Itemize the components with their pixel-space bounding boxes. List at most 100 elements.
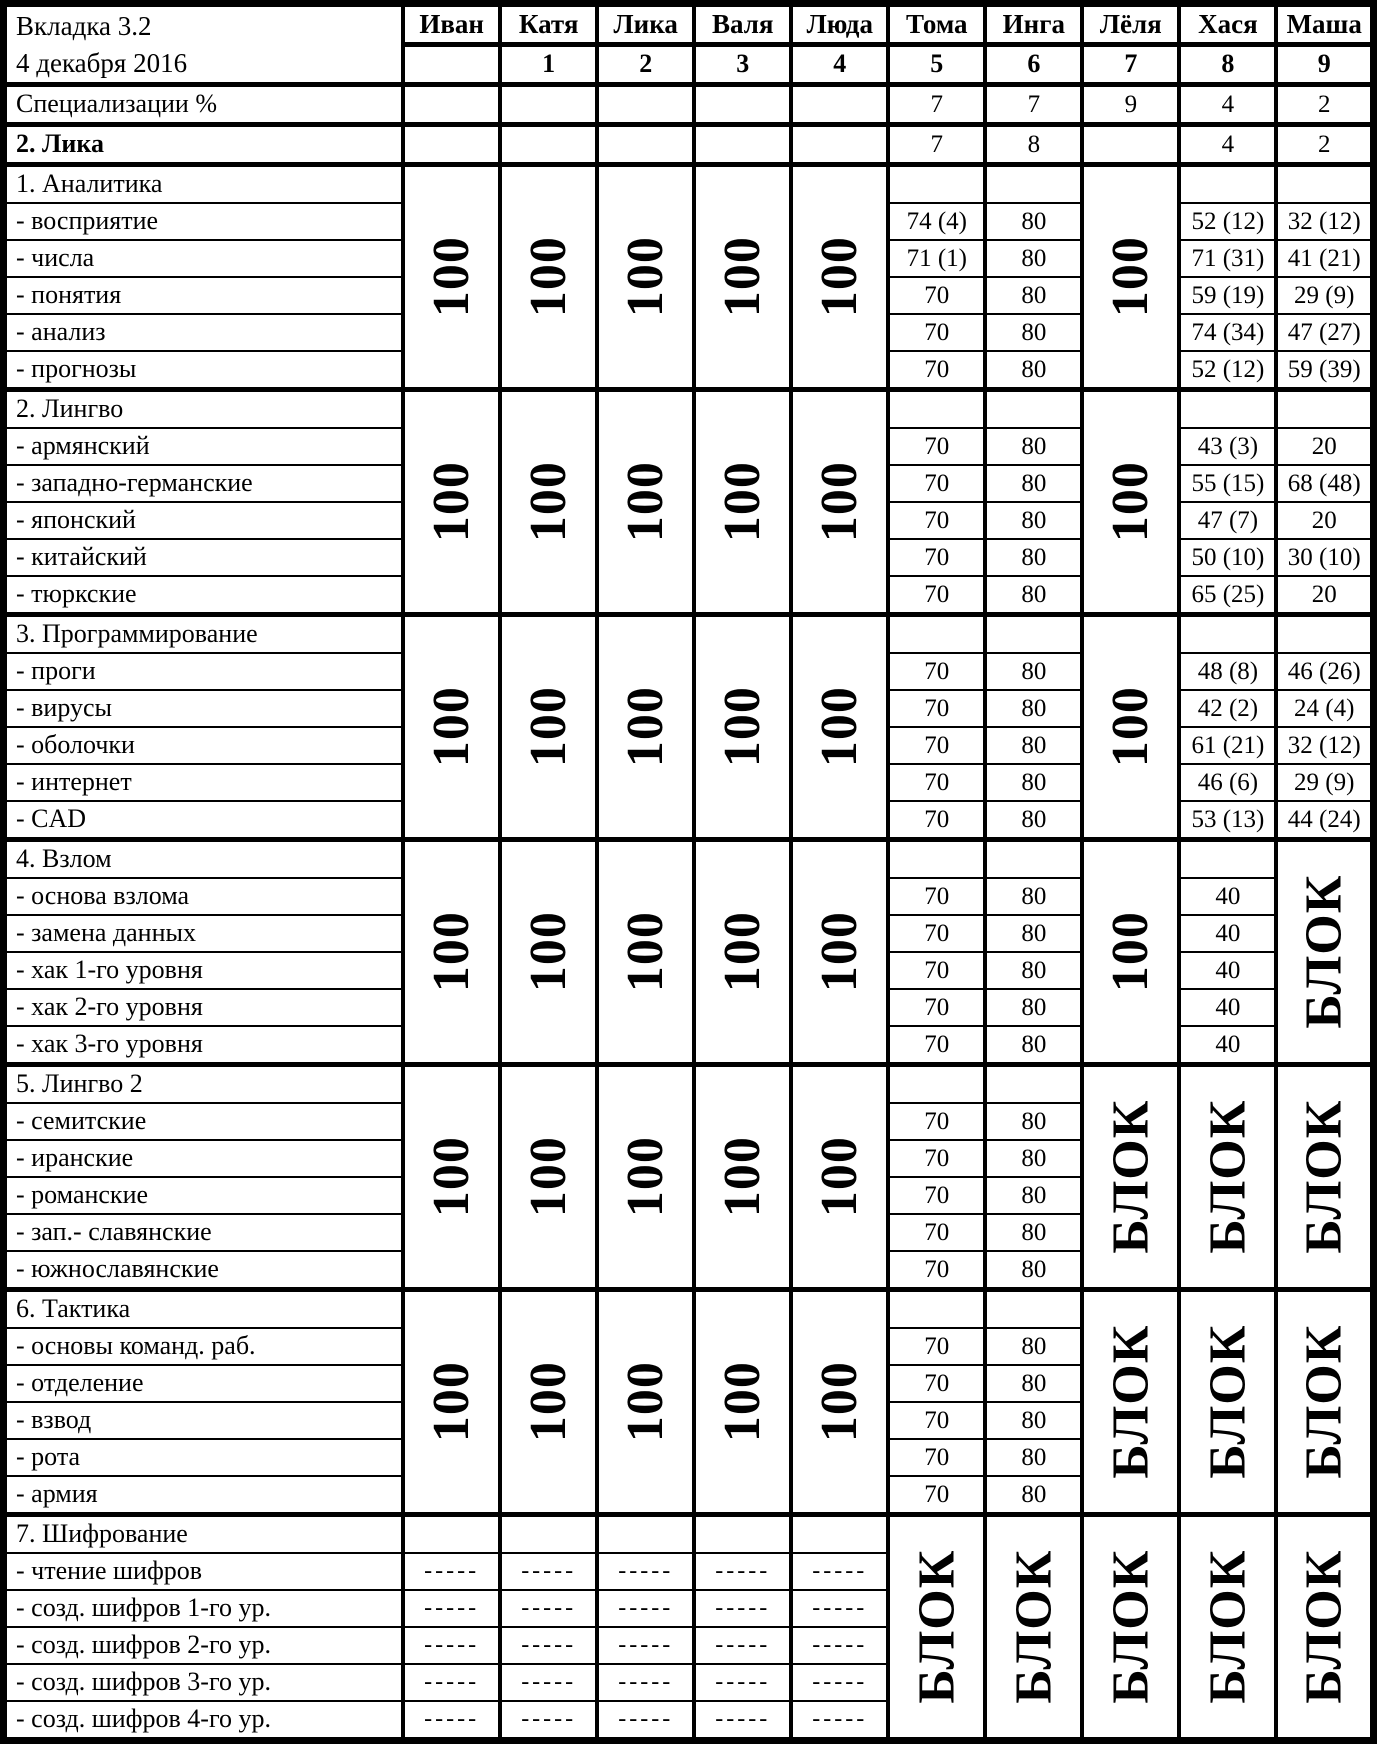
score-cell: 20: [1274, 427, 1376, 466]
section-title: 2. Лингво: [1, 387, 406, 429]
skill-row: - созд. шифров 2-го ур. ----- ----- ----- --…: [1, 1626, 1374, 1665]
rotated-text-wrap: 100: [698, 1295, 787, 1513]
score-cell: [1274, 612, 1376, 654]
full-access-cell-text: 100: [714, 911, 772, 993]
score-cell: [983, 837, 1085, 879]
person-name-header: Инга: [983, 1, 1085, 46]
skill-row: - чтение шифров ----- ----- ----- ----- -----: [1, 1552, 1374, 1591]
info-value-cell: 4: [1177, 122, 1279, 166]
skill-label: - проги: [1, 652, 406, 691]
skill-row: - основа взлома 70 80 40: [1, 877, 1374, 916]
person-name-header: Маша: [1274, 1, 1376, 46]
score-cell: 70: [886, 1475, 988, 1516]
full-access-cell: 100: [1080, 387, 1182, 616]
person-number: 3: [692, 42, 794, 86]
score-cell: [983, 1062, 1085, 1104]
score-cell: 74 (34): [1177, 313, 1279, 352]
score-cell: 30 (10): [1274, 538, 1376, 577]
section-header-row: 1. Аналитика 100 100 100 100 100 100: [1, 162, 1376, 391]
rotated-text-wrap: 100: [601, 170, 690, 388]
score-cell: 53 (13): [1177, 800, 1279, 841]
dash-cell: -----: [692, 1589, 794, 1628]
skill-label: - тюркские: [1, 575, 406, 616]
score-cell: 70: [886, 313, 988, 352]
table-title-cell: Вкладка 3.2 4 декабря 2016: [1, 1, 406, 86]
skill-row: - анализ 70 80 74 (34) 47 (27): [1, 313, 1376, 352]
person-name-header: Хася: [1177, 1, 1279, 46]
score-cell: 80: [983, 763, 1085, 802]
skill-row: - отделение 70 80: [1, 1364, 1374, 1403]
skill-label: - вирусы: [1, 689, 406, 728]
person-number: 2: [595, 42, 697, 86]
skill-label: - южнославянские: [1, 1250, 406, 1291]
score-cell: 80: [983, 1475, 1085, 1516]
score-cell: 40: [1177, 914, 1279, 953]
score-cell: 59 (39): [1274, 350, 1376, 391]
rotated-text-wrap: БЛОК: [989, 1520, 1078, 1738]
full-access-cell: 100: [498, 612, 600, 841]
dash-cell: -----: [498, 1700, 600, 1742]
full-access-cell-text: 100: [714, 461, 772, 543]
full-access-cell-text: 100: [1102, 236, 1160, 318]
score-cell: 70: [886, 427, 988, 466]
rotated-text-wrap: 100: [407, 620, 496, 838]
rotated-text-wrap: БЛОК: [1183, 1295, 1272, 1513]
score-cell: 70: [886, 1213, 988, 1252]
score-cell: [983, 612, 1085, 654]
score-cell: 70: [886, 538, 988, 577]
skill-row: - японский 70 80 47 (7) 20: [1, 501, 1376, 540]
rotated-text-wrap: БЛОК: [1086, 1070, 1175, 1288]
full-access-cell-text: 100: [423, 686, 481, 768]
rotated-text-wrap: 100: [504, 395, 593, 613]
info-value-cell: 4: [1177, 82, 1279, 126]
person-name-header: Катя: [498, 1, 600, 46]
score-cell: 80: [983, 951, 1085, 990]
score-cell: 70: [886, 877, 988, 916]
section-title: 3. Программирование: [1, 612, 406, 654]
rotated-text-wrap: 100: [601, 395, 690, 613]
skill-row: - армия 70 80: [1, 1475, 1374, 1516]
skill-row: - прогнозы 70 80 52 (12) 59 (39): [1, 350, 1376, 391]
info-value-cell: 2: [1274, 82, 1376, 126]
info-value-cell: [401, 82, 503, 126]
score-cell: 40: [1177, 951, 1279, 990]
section-header-row: 3. Программирование 100 100 100 100 100 100: [1, 612, 1376, 841]
skill-row: - хак 1-го уровня 70 80 40: [1, 951, 1374, 990]
skill-row: - армянский 70 80 43 (3) 20: [1, 427, 1376, 466]
score-cell: 70: [886, 575, 988, 616]
full-access-cell: 100: [692, 162, 794, 391]
full-access-cell-text: 100: [617, 911, 675, 993]
full-access-cell: 100: [789, 1287, 891, 1516]
info-value-cell: [595, 82, 697, 126]
rotated-text-wrap: 100: [1086, 845, 1175, 1063]
rotated-text-wrap: 100: [698, 1070, 787, 1288]
score-cell: [886, 1287, 988, 1329]
score-cell: 70: [886, 800, 988, 841]
full-access-cell: 100: [692, 387, 794, 616]
full-access-cell-text: 100: [811, 686, 869, 768]
blocked-cell-text: БЛОК: [908, 1550, 966, 1704]
skill-label: - созд. шифров 4-го ур.: [1, 1700, 406, 1742]
score-cell: [692, 1512, 794, 1554]
full-access-cell-text: 100: [811, 236, 869, 318]
person-name-header: Тома: [886, 1, 988, 46]
full-access-cell-text: 100: [617, 686, 675, 768]
skill-label: - основа взлома: [1, 877, 406, 916]
full-access-cell-text: 100: [617, 236, 675, 318]
person-name-header: Иван: [401, 1, 503, 46]
skill-row: - числа 71 (1) 80 71 (31) 41 (21): [1, 239, 1376, 278]
blocked-cell: БЛОК: [1080, 1287, 1182, 1516]
skill-row: - романские 70 80: [1, 1176, 1374, 1215]
skill-row: - основы команд. раб. 70 80: [1, 1327, 1374, 1366]
skill-label: - замена данных: [1, 914, 406, 953]
dash-cell: -----: [401, 1663, 503, 1702]
dash-cell: -----: [789, 1589, 891, 1628]
score-cell: [886, 1062, 988, 1104]
skill-label: - понятия: [1, 276, 406, 315]
blocked-cell: БЛОК: [886, 1512, 988, 1742]
person-number: 5: [886, 42, 988, 86]
skill-label: - романские: [1, 1176, 406, 1215]
rotated-text-wrap: 100: [407, 170, 496, 388]
score-cell: 80: [983, 350, 1085, 391]
